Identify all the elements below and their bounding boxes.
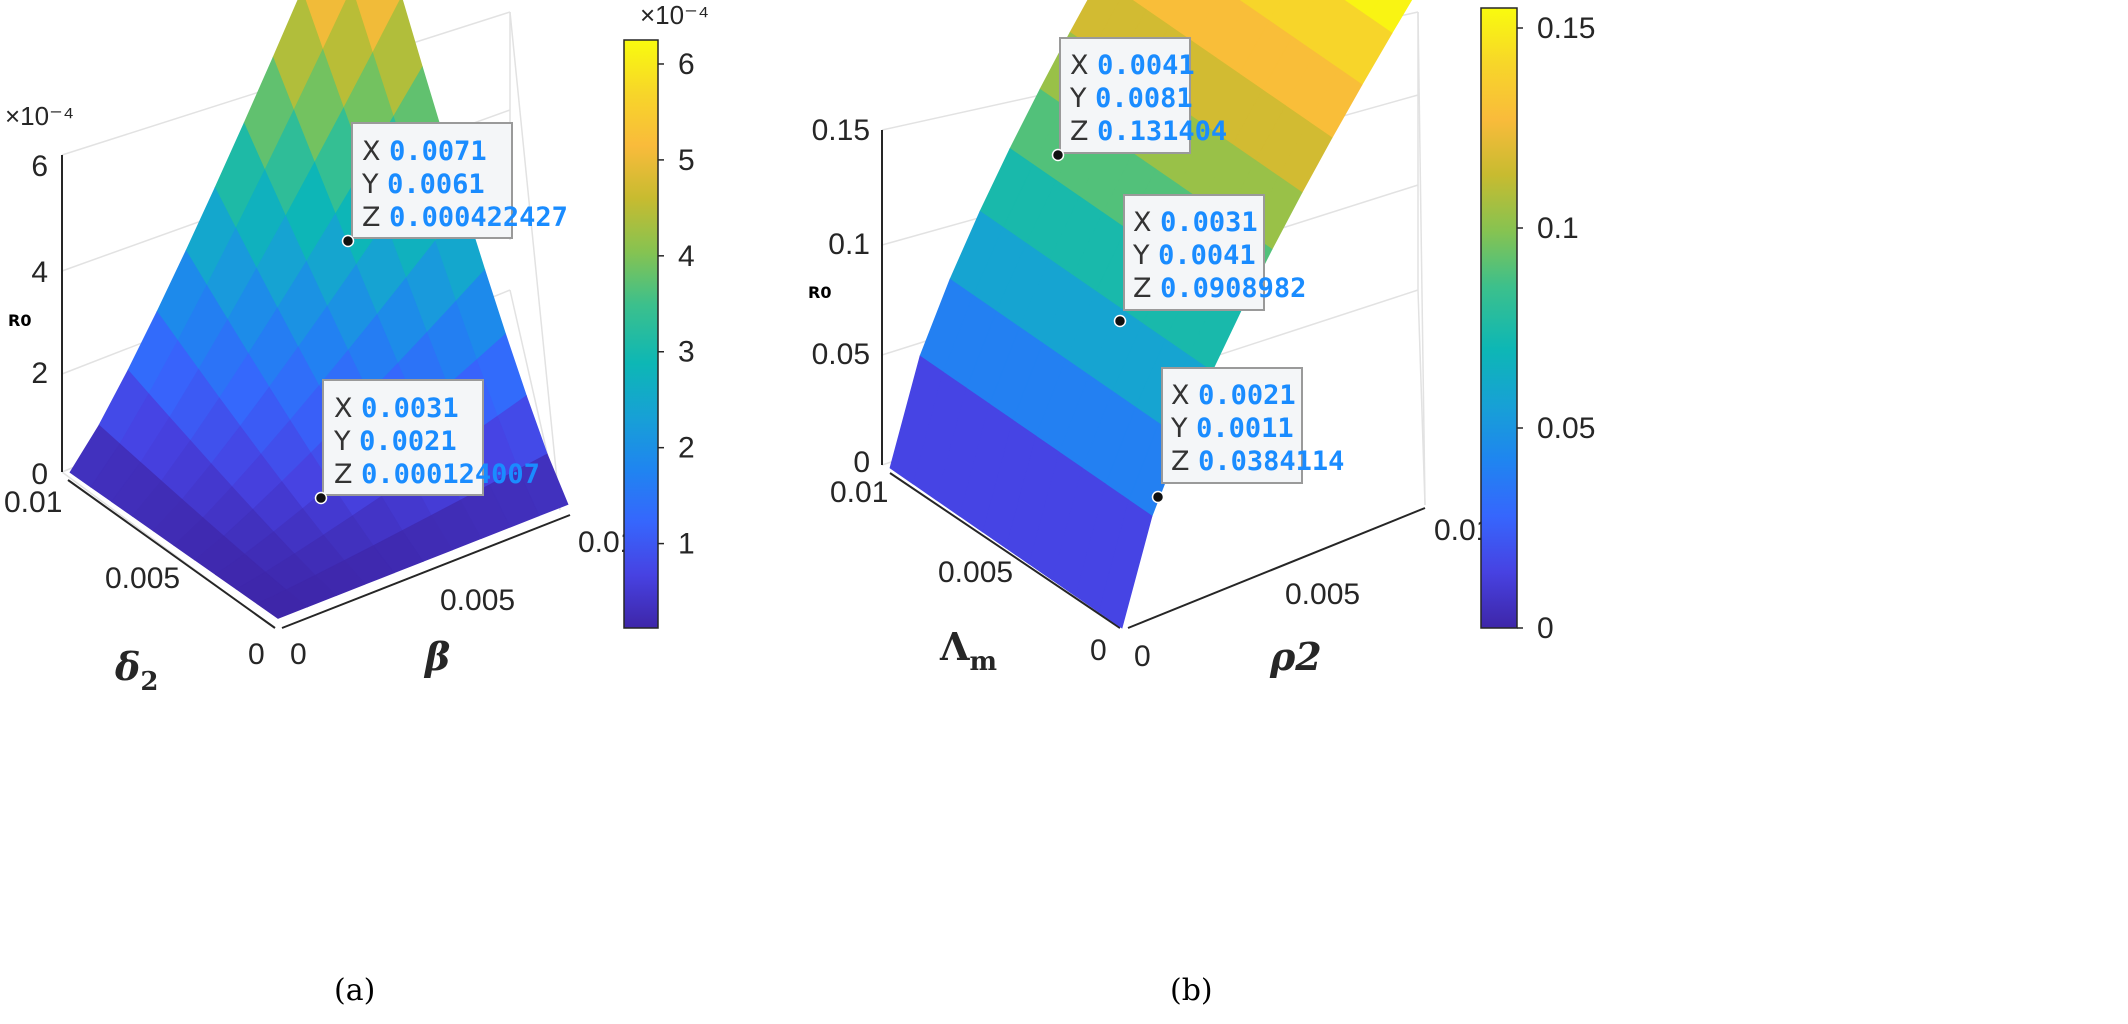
panel-b-datatip-3[interactable]: X 0.0021 Y 0.0011 Z 0.0384114 — [1151, 367, 1345, 504]
datatip-box — [1059, 37, 1191, 154]
colorbar-tick-label: 0.1 — [1537, 212, 1579, 245]
panel-a-y-tick: 0 — [290, 638, 307, 671]
panel-a-datatip-1[interactable]: X 0.0071 Y 0.0061 Z 0.000422427 — [341, 122, 568, 248]
datatip-x: X 0.0041 — [1070, 50, 1195, 81]
panel-b-z-label: R0 — [808, 283, 831, 302]
panel-a: ×10⁻⁴ 6 4 2 0 R0 0.01 0.005 0 δ2 0 0.005… — [4, 0, 709, 1008]
datatip-box — [322, 379, 484, 496]
colorbar-tick-label: 1 — [678, 528, 695, 561]
colorbar-tick-label: 0.05 — [1537, 412, 1595, 445]
datatip-marker — [341, 234, 355, 248]
panel-a-colorbar-exponent: ×10⁻⁴ — [640, 0, 709, 30]
panel-b-z-tick: 0.15 — [812, 114, 870, 147]
panel-b-datatip-2[interactable]: X 0.0031 Y 0.0041 Z 0.0908982 — [1113, 194, 1307, 328]
panel-b-z-tick: 0 — [853, 446, 870, 479]
datatip-box — [1161, 367, 1303, 484]
panel-b-y-label: ρ2 — [1269, 634, 1322, 679]
colorbar-tick-label: 4 — [678, 240, 695, 273]
panel-b-z-tick: 0.05 — [812, 338, 870, 371]
panel-b: 0.15 0.1 0.05 0 R0 0.01 0.005 0 Λm 0 0.0… — [808, 0, 1595, 1008]
datatip-x: X 0.0021 — [1171, 380, 1296, 411]
panel-a-colorbar — [623, 39, 659, 629]
panel-b-x-tick: 0.005 — [938, 556, 1013, 589]
datatip-marker — [1113, 314, 1127, 328]
datatip-y: Y 0.0011 — [1170, 413, 1294, 444]
panel-b-x-label: Λm — [939, 624, 997, 677]
panel-a-z-tick: 6 — [31, 150, 48, 183]
panel-a-datatip-2[interactable]: X 0.0031 Y 0.0021 Z 0.000124007 — [314, 379, 540, 505]
datatip-z: Z 0.0908982 — [1133, 273, 1306, 304]
datatip-box — [1123, 194, 1265, 311]
panel-a-colorbar-ticks: 1 2 3 4 5 6 — [658, 48, 695, 561]
panel-b-colorbar — [1480, 7, 1518, 629]
panel-b-datatip-1[interactable]: X 0.0041 Y 0.0081 Z 0.131404 — [1051, 37, 1228, 162]
panel-a-x-label: δ2 — [114, 644, 158, 697]
datatip-x: X 0.0071 — [362, 136, 487, 167]
panel-a-z-tick: 0 — [31, 458, 48, 491]
datatip-y: Y 0.0061 — [361, 169, 485, 200]
panel-a-y-label: β — [423, 634, 450, 679]
colorbar-tick-label: 3 — [678, 336, 695, 369]
datatip-z: Z 0.131404 — [1070, 116, 1227, 147]
panel-a-z-exponent: ×10⁻⁴ — [5, 101, 74, 131]
datatip-marker — [1151, 490, 1165, 504]
surface-cell — [256, 589, 308, 619]
datatip-z: Z 0.0384114 — [1171, 446, 1344, 477]
panel-b-axes — [881, 130, 1426, 629]
panel-b-y-tick: 0 — [1134, 640, 1151, 673]
panel-b-x-tick: 0 — [1090, 634, 1107, 667]
datatip-z: Z 0.000124007 — [334, 459, 540, 490]
colorbar-tick-label: 2 — [678, 432, 695, 465]
panel-a-y-tick: 0.005 — [440, 584, 515, 617]
panel-a-x-tick: 0 — [248, 638, 265, 671]
panel-b-caption: (b) — [1170, 973, 1213, 1008]
surface-cell — [1098, 499, 1153, 629]
datatip-x: X 0.0031 — [334, 393, 459, 424]
datatip-y: Y 0.0081 — [1069, 83, 1193, 114]
datatip-marker — [1051, 148, 1065, 162]
panel-a-z-label: R0 — [8, 311, 31, 330]
datatip-marker — [314, 491, 328, 505]
panel-b-colorbar-ticks: 0 0.05 0.1 0.15 — [1517, 12, 1595, 645]
panel-a-z-tick: 2 — [31, 357, 48, 390]
panel-b-z-tick: 0.1 — [828, 228, 870, 261]
panel-a-surface — [69, 0, 569, 619]
panel-b-x-tick: 0.01 — [830, 476, 888, 509]
colorbar-tick-label: 5 — [678, 144, 695, 177]
colorbar-tick-label: 6 — [678, 48, 695, 81]
colorbar-tick-label: 0.15 — [1537, 12, 1595, 45]
datatip-box — [351, 122, 513, 239]
panel-a-z-tick: 4 — [31, 256, 48, 289]
datatip-y: Y 0.0041 — [1132, 240, 1256, 271]
colorbar-tick-label: 0 — [1537, 612, 1554, 645]
datatip-y: Y 0.0021 — [333, 426, 457, 457]
panel-a-axes — [61, 155, 571, 629]
panel-a-x-tick: 0.01 — [4, 486, 62, 519]
panel-a-x-tick: 0.005 — [105, 562, 180, 595]
datatip-z: Z 0.000422427 — [362, 202, 568, 233]
surface-cell — [1131, 0, 1153, 11]
datatip-x: X 0.0031 — [1133, 207, 1258, 238]
panel-a-caption: (a) — [334, 973, 375, 1008]
panel-b-y-tick: 0.005 — [1285, 578, 1360, 611]
